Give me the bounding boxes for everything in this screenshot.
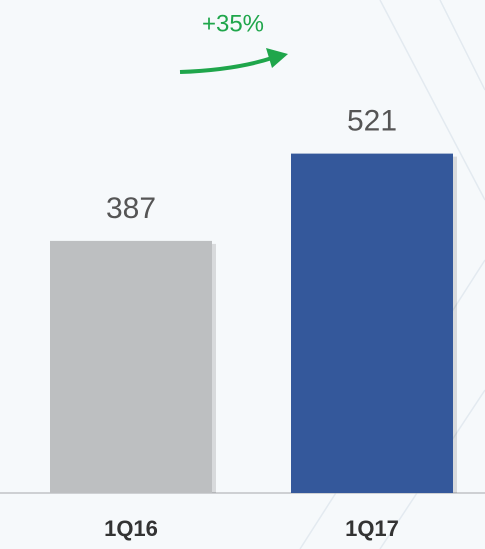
bar (291, 153, 453, 493)
x-tick-label: 1Q16 (104, 516, 158, 541)
data-label: 521 (347, 105, 397, 138)
annotation: +35% (202, 10, 264, 37)
arrow-shaft (179, 56, 273, 74)
arrow-head (266, 48, 288, 68)
data-label: 387 (106, 192, 156, 225)
bar (50, 240, 212, 493)
growth-arrow (179, 48, 288, 74)
x-tick-label: 1Q17 (345, 516, 399, 541)
